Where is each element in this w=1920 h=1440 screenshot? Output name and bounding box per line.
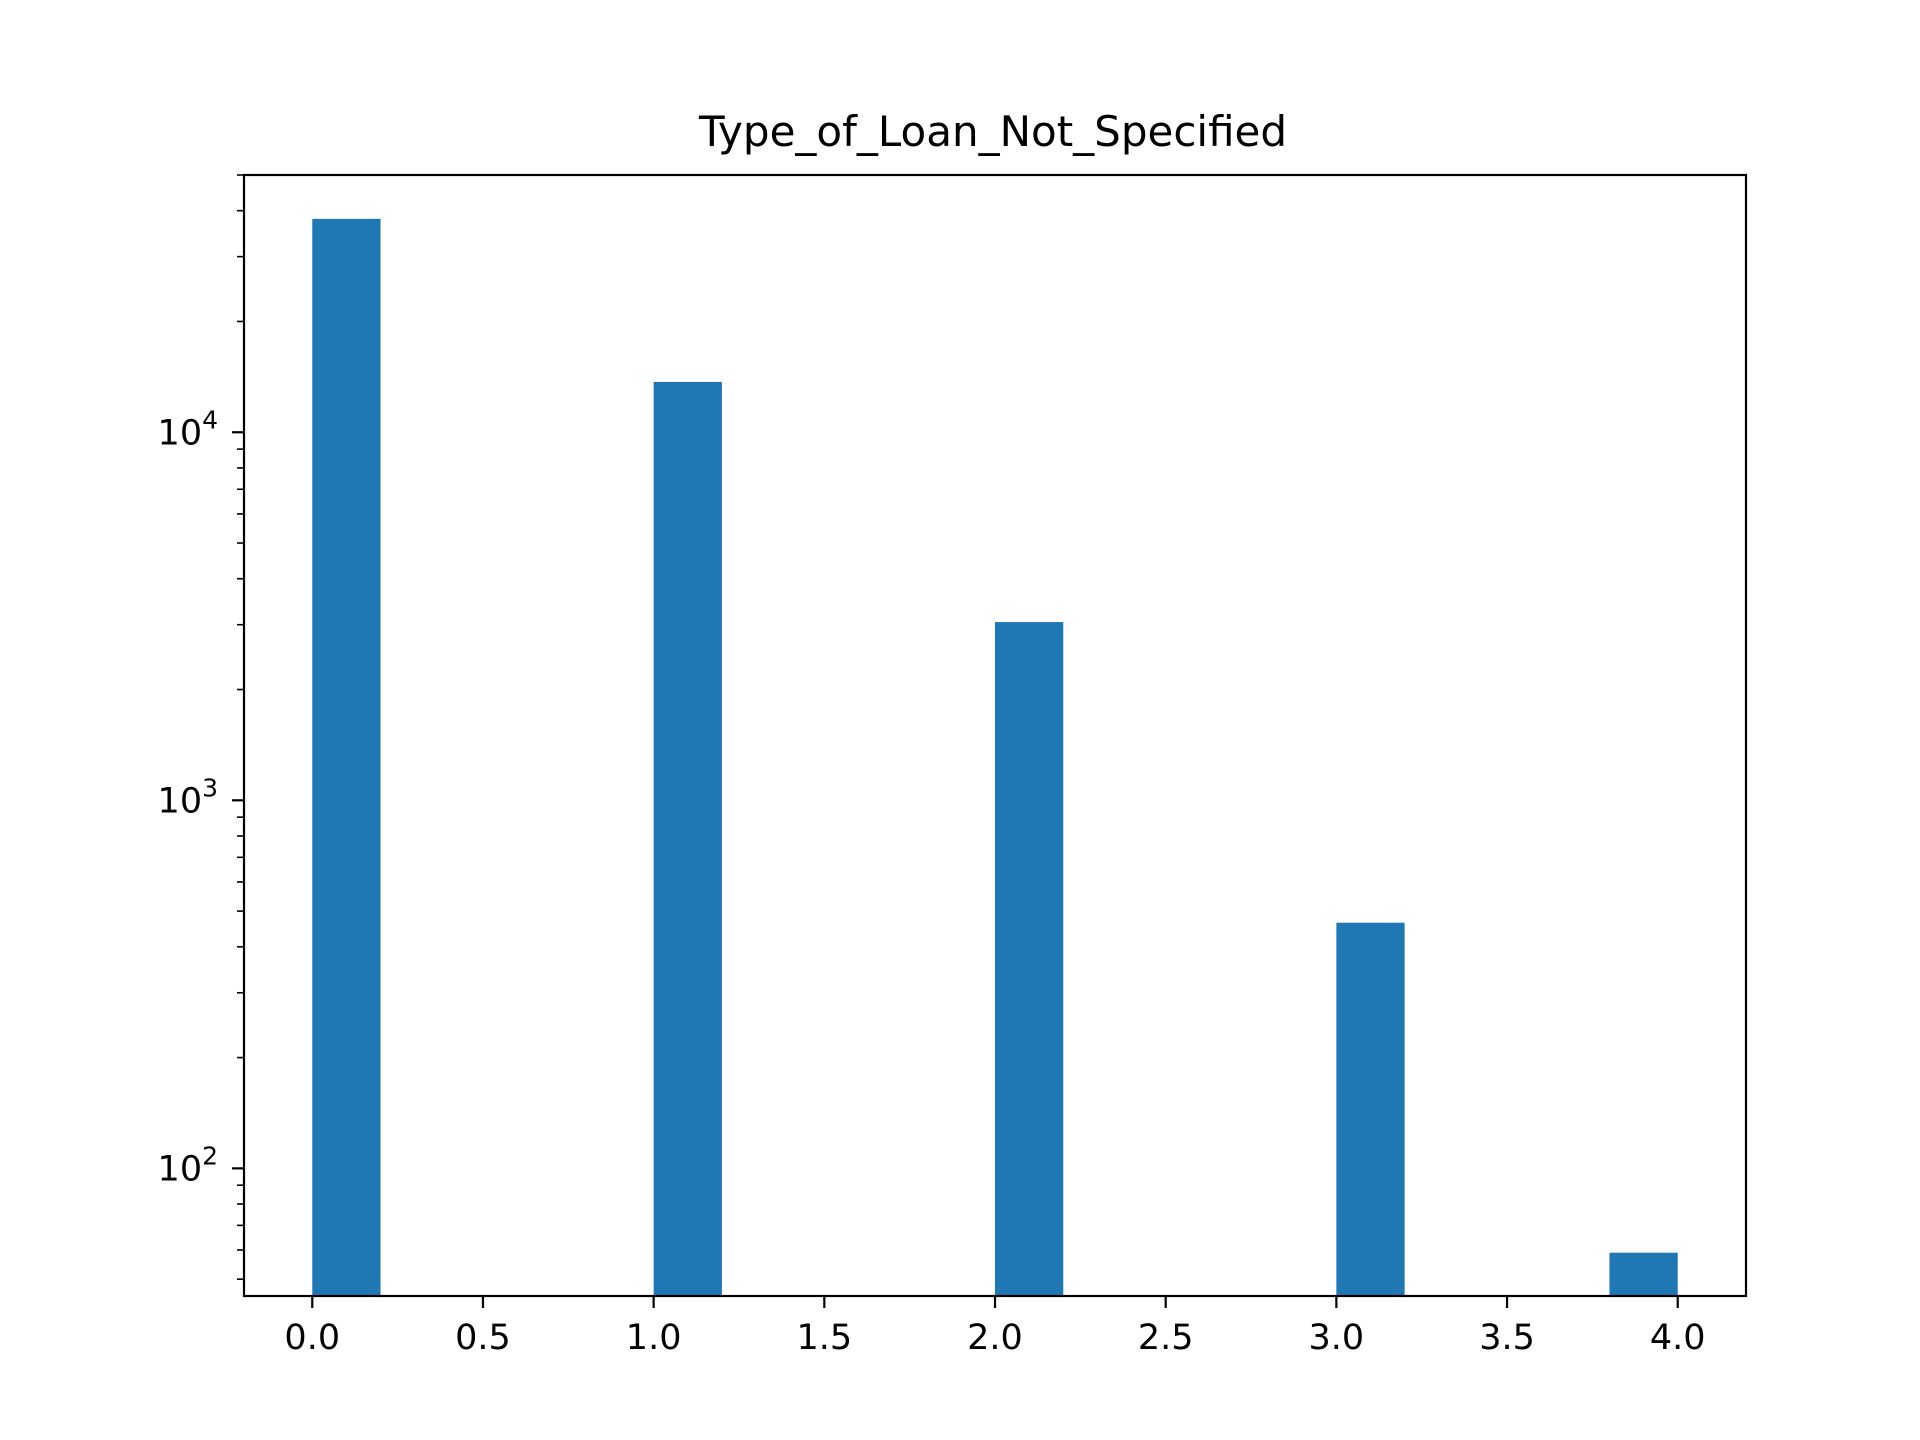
x-tick-label-4: 2.0 bbox=[967, 1318, 1023, 1358]
y-tick-label-1: 103 bbox=[158, 773, 218, 821]
x-tick-label-0: 0.0 bbox=[284, 1318, 340, 1358]
x-tick-label-3: 1.5 bbox=[796, 1318, 852, 1358]
x-tick-label-5: 2.5 bbox=[1138, 1318, 1194, 1358]
y-minor-ticks bbox=[237, 174, 244, 1280]
bar-0 bbox=[312, 218, 381, 1296]
x-axis: 0.0 0.5 1.0 1.5 2.0 2.5 3.0 3.5 4.0 bbox=[284, 1296, 1706, 1358]
x-tick-label-2: 1.0 bbox=[626, 1318, 682, 1358]
bar-4 bbox=[1609, 1252, 1678, 1296]
y-tick-label-0: 102 bbox=[158, 1141, 218, 1189]
bar-3 bbox=[1336, 922, 1405, 1296]
bar-series bbox=[312, 218, 1678, 1296]
plot-frame bbox=[242, 173, 1748, 1298]
y-tick-label-2: 104 bbox=[158, 405, 218, 453]
bar-2 bbox=[995, 622, 1064, 1296]
chart-title: Type_of_Loan_Not_Specified bbox=[698, 107, 1287, 156]
x-tick-label-1: 0.5 bbox=[455, 1318, 511, 1358]
x-tick-label-6: 3.0 bbox=[1309, 1318, 1365, 1358]
bar-1 bbox=[653, 381, 722, 1296]
y-axis: 102 103 104 bbox=[158, 405, 244, 1189]
x-tick-label-8: 4.0 bbox=[1650, 1318, 1706, 1358]
x-tick-label-7: 3.5 bbox=[1479, 1318, 1535, 1358]
